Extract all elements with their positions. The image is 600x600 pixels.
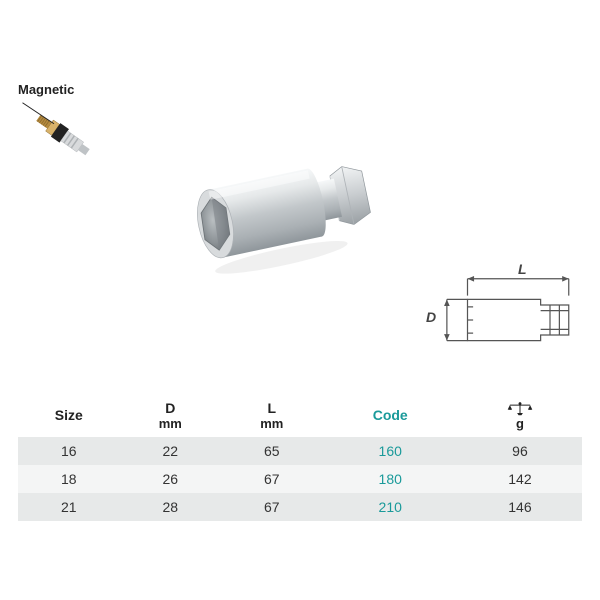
cell-L: 67 [221,493,323,521]
cell-L: 65 [221,437,323,465]
magnetic-callout: Magnetic [18,82,138,171]
cell-size: 16 [18,437,120,465]
table-row: 21 28 67 210 146 [18,493,582,521]
product-socket-illustration [170,125,390,295]
cell-code: 210 [323,493,458,521]
cell-D: 26 [120,465,222,493]
balance-scale-icon [507,399,533,415]
table-row: 16 22 65 160 96 [18,437,582,465]
cell-D: 22 [120,437,222,465]
spec-table: Size Dmm Lmm Code [18,393,582,521]
cell-D: 28 [120,493,222,521]
cell-weight: 96 [458,437,582,465]
cell-weight: 142 [458,465,582,493]
magnetic-label: Magnetic [18,82,138,97]
cell-size: 21 [18,493,120,521]
diagram-label-D: D [426,309,436,325]
cell-size: 18 [18,465,120,493]
table-row: 18 26 67 180 142 [18,465,582,493]
dimension-diagram: L D [430,265,580,360]
col-code: Code [323,393,458,437]
cell-weight: 146 [458,493,582,521]
cell-L: 67 [221,465,323,493]
cell-code: 160 [323,437,458,465]
cell-code: 180 [323,465,458,493]
magnetic-icon [18,99,108,171]
col-L: Lmm [221,393,323,437]
col-weight: g [458,393,582,437]
col-D: Dmm [120,393,222,437]
diagram-label-L: L [518,261,527,277]
col-size: Size [18,393,120,437]
table-header-row: Size Dmm Lmm Code [18,393,582,437]
